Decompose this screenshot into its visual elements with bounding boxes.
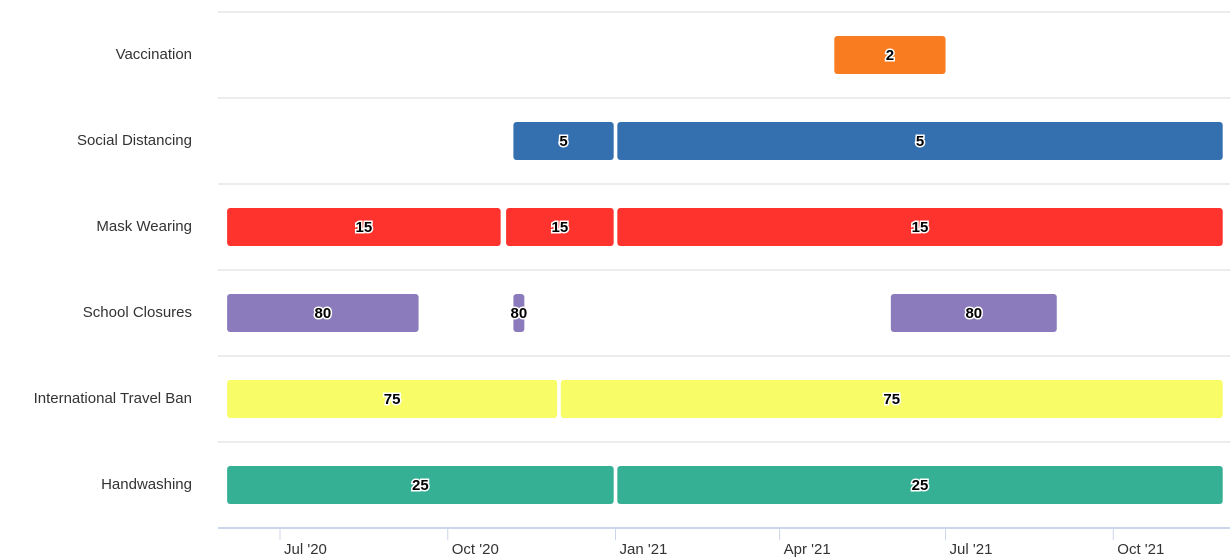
data-label: 75 bbox=[883, 391, 900, 408]
data-label: 75 bbox=[384, 391, 401, 408]
data-label: 5 bbox=[916, 133, 924, 150]
data-label: 15 bbox=[552, 219, 569, 236]
bar-segment bbox=[227, 466, 614, 504]
data-label: 25 bbox=[412, 477, 429, 494]
data-label: 2 bbox=[886, 47, 894, 64]
bar-segment bbox=[513, 122, 614, 160]
bar-segment bbox=[617, 122, 1223, 160]
category-label: Social Distancing bbox=[77, 132, 192, 149]
bar-segment bbox=[513, 294, 525, 332]
bar-segment bbox=[506, 208, 614, 246]
category-label: Mask Wearing bbox=[96, 218, 192, 235]
bar-segment bbox=[227, 294, 419, 332]
x-tick-label: Jan '21 bbox=[620, 541, 668, 558]
category-label: Vaccination bbox=[116, 46, 192, 63]
data-label: 15 bbox=[912, 219, 929, 236]
bar-segment bbox=[617, 466, 1223, 504]
data-label: 80 bbox=[965, 305, 982, 322]
bar-segment bbox=[227, 380, 558, 418]
data-label: 25 bbox=[912, 477, 929, 494]
bar-segment bbox=[227, 208, 501, 246]
data-label: 80 bbox=[315, 305, 332, 322]
bar-segment bbox=[834, 36, 946, 74]
bar-segment bbox=[617, 208, 1223, 246]
category-label: International Travel Ban bbox=[34, 390, 192, 407]
bar-segment bbox=[890, 294, 1057, 332]
x-tick-label: Oct '20 bbox=[452, 541, 499, 558]
x-tick-label: Jul '20 bbox=[284, 541, 327, 558]
category-label: School Closures bbox=[83, 304, 192, 321]
x-tick-label: Jul '21 bbox=[950, 541, 993, 558]
bar-segment bbox=[560, 380, 1223, 418]
x-tick-label: Oct '21 bbox=[1117, 541, 1164, 558]
data-label: 5 bbox=[559, 133, 567, 150]
data-label: 80 bbox=[511, 305, 528, 322]
x-tick-label: Apr '21 bbox=[784, 541, 831, 558]
category-label: Handwashing bbox=[101, 476, 192, 493]
data-label: 15 bbox=[356, 219, 373, 236]
